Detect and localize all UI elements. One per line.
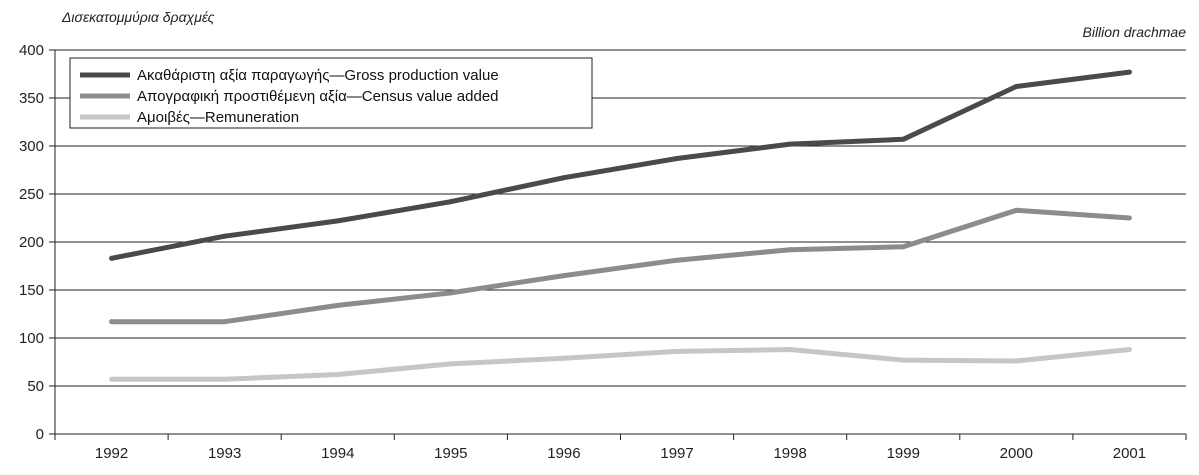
data-point	[1013, 207, 1019, 213]
y-tick-label: 100	[19, 330, 44, 347]
x-tick-label: 1998	[773, 445, 806, 462]
y-tick-label: 400	[19, 42, 44, 59]
data-point	[900, 136, 906, 142]
x-tick-label: 2000	[1000, 445, 1033, 462]
legend-label-2: Απογραφική προστιθέμενη αξία—Census valu…	[137, 88, 499, 105]
x-tick-label: 2001	[1113, 445, 1146, 462]
data-point	[109, 319, 115, 325]
data-point	[561, 175, 567, 181]
x-tick-label: 1995	[434, 445, 467, 462]
y-tick-label: 350	[19, 90, 44, 107]
data-point	[674, 155, 680, 161]
data-point	[787, 141, 793, 147]
legend-label-1: Ακαθάριστη αξία παραγωγής—Gross producti…	[137, 67, 499, 84]
gridlines	[55, 49, 1186, 435]
data-point	[561, 273, 567, 279]
data-point	[674, 348, 680, 354]
data-point	[787, 247, 793, 253]
legend: Ακαθάριστη αξία παραγωγής—Gross producti…	[69, 57, 593, 129]
legend-box	[69, 57, 593, 129]
x-tick-label: 1994	[321, 445, 354, 462]
x-tick-label: 1993	[208, 445, 241, 462]
series-line-2	[111, 207, 1130, 325]
data-point	[109, 255, 115, 261]
y-tick-label: 300	[19, 138, 44, 155]
data-point	[1126, 347, 1132, 353]
data-point	[222, 319, 228, 325]
legend-label-3: Αμοιβές—Remuneration	[137, 109, 299, 126]
y-tick-label: 200	[19, 234, 44, 251]
series-line-1	[111, 69, 1130, 261]
data-point	[335, 218, 341, 224]
x-tick-label: 1992	[95, 445, 128, 462]
data-point	[335, 371, 341, 377]
y-tick-label: 250	[19, 186, 44, 203]
series-lines	[109, 69, 1132, 382]
y-tick-label: 150	[19, 282, 44, 299]
data-point	[674, 257, 680, 263]
x-axis: 1992 1993 1994 1995 1996 1997 1998 1999 2000 2001	[54, 434, 1187, 462]
series-line-3	[111, 347, 1130, 382]
y-tick-label: 0	[36, 426, 44, 443]
y-unit-label-greek: Δισεκατομμύρια δραχμές	[61, 9, 215, 25]
data-point	[900, 244, 906, 250]
data-point	[448, 361, 454, 367]
x-tick-label: 1996	[547, 445, 580, 462]
data-point	[900, 357, 906, 363]
data-point	[222, 233, 228, 239]
data-point	[335, 302, 341, 308]
data-point	[1126, 69, 1132, 75]
y-unit-label-english: Billion drachmae	[1083, 24, 1187, 40]
y-axis: 0 50 100 150 200 250 300 350 400	[19, 42, 56, 443]
data-point	[448, 199, 454, 205]
x-tick-label: 1999	[887, 445, 920, 462]
data-point	[561, 355, 567, 361]
data-point	[1013, 358, 1019, 364]
data-point	[448, 290, 454, 296]
x-tick-label: 1997	[660, 445, 693, 462]
data-point	[222, 376, 228, 382]
data-point	[109, 376, 115, 382]
data-point	[1126, 215, 1132, 221]
y-tick-label: 50	[27, 378, 44, 395]
data-point	[787, 347, 793, 353]
data-point	[1013, 83, 1019, 89]
